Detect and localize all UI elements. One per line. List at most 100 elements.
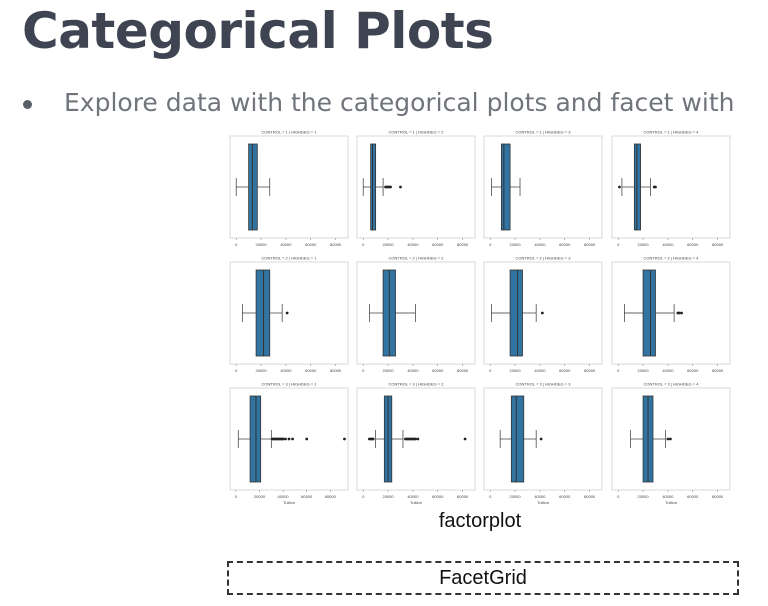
x-tick-label: 80000 — [325, 494, 337, 499]
x-tick-label: 20000 — [382, 368, 394, 373]
panel-frame — [356, 135, 476, 239]
panel-title: CONTROL = 3 | HIGHDEG = 3 — [516, 382, 572, 387]
outlier-point — [539, 437, 543, 441]
box-iqr — [633, 143, 641, 231]
x-tick-label: 0 — [362, 494, 365, 499]
x-tick-label: 40000 — [407, 368, 419, 373]
x-tick-label: 0 — [617, 494, 620, 499]
x-tick-label: 60000 — [687, 494, 699, 499]
box-iqr — [510, 395, 525, 483]
x-tick-label: 0 — [362, 242, 365, 247]
x-tick-label: 20000 — [382, 494, 394, 499]
box-iqr — [509, 269, 523, 357]
panel-frame — [229, 387, 349, 491]
panel-title: CONTROL = 2 | HIGHDEG = 2 — [389, 256, 445, 261]
panel-frame — [483, 135, 603, 239]
outlier-point — [285, 311, 289, 315]
x-tick-label: 60000 — [687, 242, 699, 247]
x-tick-label: 60000 — [305, 242, 317, 247]
facet-boxplot-grid: CONTROL = 1 | HIGHDEG = 1 0 20000 40000 6000… — [229, 130, 731, 505]
panel-frame — [483, 261, 603, 365]
x-tick-label: 20000 — [255, 368, 267, 373]
bullet-text: Explore data with the categorical plots … — [64, 88, 735, 117]
panel-title: CONTROL = 1 | HIGHDEG = 2 — [389, 130, 445, 135]
panel-frame — [611, 261, 731, 365]
x-tick-label: 40000 — [280, 368, 292, 373]
outlier-point — [284, 437, 287, 441]
x-tick-label: 40000 — [662, 494, 674, 499]
x-tick-label: 60000 — [305, 368, 317, 373]
panel-frame — [229, 135, 349, 239]
x-tick-label: 60000 — [432, 368, 444, 373]
box-iqr — [642, 269, 656, 357]
panel-title: CONTROL = 2 | HIGHDEG = 4 — [644, 256, 700, 261]
x-tick-label: 80000 — [457, 242, 469, 247]
x-tick-label: 40000 — [407, 494, 419, 499]
box-iqr — [370, 143, 377, 231]
x-tick-label: 40000 — [662, 242, 674, 247]
x-tick-label: 20000 — [382, 242, 394, 247]
outlier-point — [343, 437, 346, 441]
panel-frame — [611, 387, 731, 491]
slide-title: Categorical Plots — [22, 2, 494, 60]
x-tick-label: 60000 — [687, 368, 699, 373]
outlier-point — [413, 437, 417, 441]
x-tick-label: 40000 — [534, 494, 546, 499]
panel-frame — [483, 387, 603, 491]
x-tick-label: 80000 — [330, 242, 342, 247]
x-tick-label: 80000 — [712, 494, 724, 499]
outlier-point — [389, 185, 392, 189]
x-tick-label: 80000 — [584, 368, 596, 373]
outlier-point — [463, 437, 467, 441]
x-tick-label: 80000 — [712, 242, 724, 247]
panel-title: CONTROL = 3 | HIGHDEG = 1 — [262, 382, 318, 387]
outlier-point — [540, 311, 544, 315]
x-tick-label: 60000 — [559, 242, 571, 247]
x-tick-label: 60000 — [559, 494, 571, 499]
outlier-point — [654, 185, 657, 189]
outlier-point — [668, 437, 672, 441]
x-tick-label: 0 — [235, 494, 238, 499]
x-axis-label: Tuition — [665, 500, 677, 505]
x-tick-label: 0 — [235, 368, 238, 373]
panel-frame — [356, 387, 476, 491]
facetgrid-label: FacetGrid — [439, 567, 527, 589]
box-iqr — [249, 395, 262, 483]
outlier-point — [305, 437, 309, 441]
outlier-point — [666, 437, 670, 441]
x-tick-label: 0 — [617, 368, 620, 373]
outlier-point — [287, 437, 291, 441]
x-tick-label: 20000 — [637, 242, 649, 247]
x-tick-label: 40000 — [280, 242, 292, 247]
outlier-point — [371, 437, 375, 441]
x-tick-label: 20000 — [509, 368, 521, 373]
x-tick-label: 40000 — [534, 368, 546, 373]
x-tick-label: 80000 — [712, 368, 724, 373]
panel-title: CONTROL = 2 | HIGHDEG = 1 — [262, 256, 318, 261]
x-tick-label: 60000 — [559, 368, 571, 373]
factorplot-caption: factorplot — [438, 510, 522, 532]
x-tick-label: 20000 — [255, 242, 267, 247]
x-axis-label: Tuition — [283, 500, 295, 505]
bullet-icon — [23, 100, 32, 109]
x-tick-label: 80000 — [330, 368, 342, 373]
x-tick-label: 0 — [235, 242, 238, 247]
box-iqr — [500, 143, 511, 231]
panel-title: CONTROL = 3 | HIGHDEG = 4 — [644, 382, 700, 387]
x-tick-label: 20000 — [254, 494, 266, 499]
panel-frame — [229, 261, 349, 365]
x-tick-label: 20000 — [509, 494, 521, 499]
x-axis-label: Tuition — [537, 500, 549, 505]
panel-title: CONTROL = 1 | HIGHDEG = 1 — [262, 130, 318, 135]
x-tick-label: 60000 — [432, 242, 444, 247]
x-tick-label: 80000 — [457, 368, 469, 373]
panel-title: CONTROL = 2 | HIGHDEG = 3 — [516, 256, 572, 261]
x-tick-label: 80000 — [584, 242, 596, 247]
x-tick-label: 20000 — [637, 494, 649, 499]
x-tick-label: 0 — [489, 368, 492, 373]
x-tick-label: 20000 — [509, 242, 521, 247]
outlier-point — [416, 437, 420, 441]
x-tick-label: 0 — [362, 368, 365, 373]
outlier-point — [281, 437, 285, 441]
x-tick-label: 0 — [617, 242, 620, 247]
